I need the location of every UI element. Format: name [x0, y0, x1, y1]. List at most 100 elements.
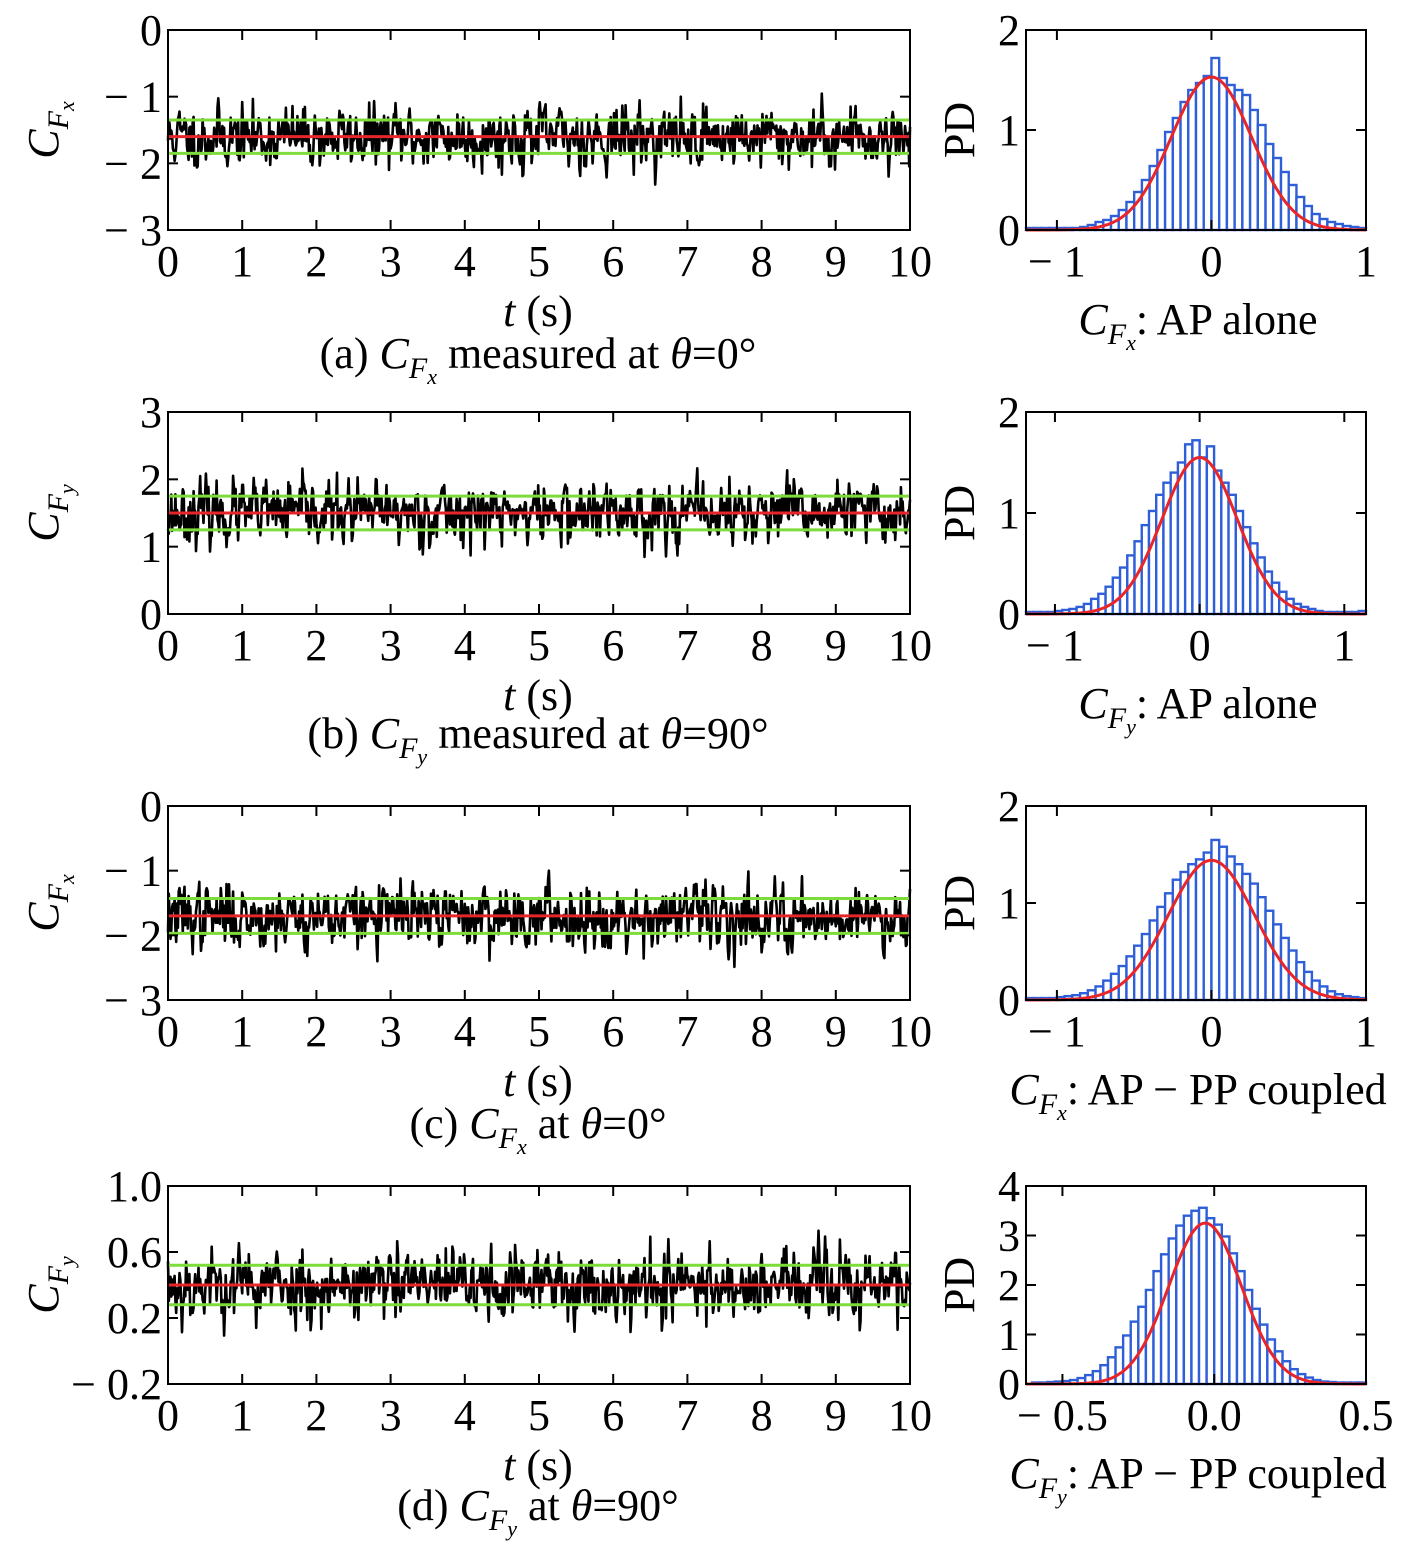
y-axis-label: CFx — [19, 101, 79, 159]
x-tick-label: 9 — [825, 237, 847, 286]
x-axis-label: CFx: AP alone — [1078, 295, 1317, 355]
y-axis-label: CFy — [19, 484, 79, 542]
x-tick-label: 1 — [1355, 1007, 1377, 1056]
x-tick-label: 1 — [231, 237, 253, 286]
y-axis-label: PD — [935, 875, 984, 931]
y-tick-label: 3 — [998, 1212, 1020, 1261]
x-tick-label: 5 — [528, 621, 550, 670]
x-axis-label: CFx: AP − PP coupled — [1009, 1065, 1386, 1125]
x-tick-label: − 1 — [1028, 237, 1086, 286]
x-tick-label: 6 — [602, 621, 624, 670]
y-tick-label: 0 — [998, 1360, 1020, 1409]
x-tick-label: 3 — [380, 237, 402, 286]
y-tick-label: 2 — [140, 455, 162, 504]
x-tick-label: − 0.5 — [1017, 1391, 1108, 1440]
x-tick-label: 4 — [454, 1391, 476, 1440]
x-tick-label: 8 — [751, 1391, 773, 1440]
y-tick-label: 0 — [140, 590, 162, 639]
y-axis-label: CFx — [19, 874, 79, 932]
x-tick-label: 1 — [231, 1007, 253, 1056]
x-tick-label: 4 — [454, 237, 476, 286]
y-tick-label: 1.0 — [107, 1162, 162, 1211]
x-tick-label: 10 — [888, 1007, 932, 1056]
x-tick-label: 1 — [231, 1391, 253, 1440]
x-tick-label: 2 — [305, 1007, 327, 1056]
x-tick-label: 0 — [1200, 237, 1222, 286]
x-tick-label: 7 — [676, 1391, 698, 1440]
y-tick-label: 0.2 — [107, 1294, 162, 1343]
x-tick-label: 10 — [888, 1391, 932, 1440]
x-tick-label: 6 — [602, 1007, 624, 1056]
y-tick-label: 0 — [998, 976, 1020, 1025]
signal-line — [166, 1229, 912, 1337]
y-tick-label: 0 — [998, 206, 1020, 255]
x-tick-label: 7 — [676, 621, 698, 670]
y-axis-label: PD — [935, 1257, 984, 1313]
x-tick-label: 0 — [157, 621, 179, 670]
y-tick-label: 1 — [998, 879, 1020, 928]
x-tick-label: 2 — [305, 237, 327, 286]
y-tick-label: 0 — [140, 782, 162, 831]
x-tick-label: 3 — [380, 1391, 402, 1440]
signal-line — [166, 92, 912, 186]
y-tick-label: − 1 — [104, 847, 162, 896]
x-tick-label: 6 — [602, 1391, 624, 1440]
x-tick-label: 4 — [454, 621, 476, 670]
x-tick-label: 7 — [676, 237, 698, 286]
y-tick-label: − 1 — [104, 73, 162, 122]
x-tick-label: 3 — [380, 1007, 402, 1056]
y-axis-label: PD — [935, 485, 984, 541]
signal-line — [166, 869, 912, 969]
x-tick-label: 7 — [676, 1007, 698, 1056]
y-tick-label: − 3 — [104, 976, 162, 1025]
x-tick-label: 0 — [1200, 1007, 1222, 1056]
y-axis-label: PD — [935, 102, 984, 158]
x-tick-label: 2 — [305, 1391, 327, 1440]
x-tick-label: 10 — [888, 621, 932, 670]
x-tick-label: 9 — [825, 621, 847, 670]
y-tick-label: − 2 — [104, 911, 162, 960]
x-tick-label: 0 — [157, 1391, 179, 1440]
x-axis-label: CFy: AP − PP coupled — [1009, 1449, 1386, 1509]
x-tick-label: 5 — [528, 1007, 550, 1056]
x-tick-label: 8 — [751, 237, 773, 286]
y-tick-label: 0 — [140, 6, 162, 55]
x-tick-label: 0 — [1189, 621, 1211, 670]
x-tick-label: 9 — [825, 1391, 847, 1440]
y-tick-label: 1 — [140, 523, 162, 572]
x-axis-label: t (s) — [503, 287, 573, 336]
timeseries-panel-1: 0 1 2 3 4 5 6 7 8 9 10 0 1 2 3 t (s) CFy — [19, 388, 932, 720]
y-tick-label: 2 — [998, 388, 1020, 437]
fit-curve — [1026, 858, 1367, 1002]
y-tick-label: 0 — [998, 590, 1020, 639]
x-tick-label: 0 — [157, 237, 179, 286]
x-tick-label: 4 — [454, 1007, 476, 1056]
y-axis-label: CFy — [19, 1256, 79, 1314]
x-tick-label: 1 — [1333, 621, 1355, 670]
y-tick-label: 1 — [998, 106, 1020, 155]
panel-caption-3: (d) CFy at θ=90° — [397, 1481, 679, 1541]
x-tick-label: 0.5 — [1339, 1391, 1394, 1440]
y-tick-label: 2 — [998, 6, 1020, 55]
panel-caption-1: (b) CFy measured at θ=90° — [307, 709, 768, 769]
y-tick-label: 3 — [140, 388, 162, 437]
x-tick-label: 0 — [157, 1007, 179, 1056]
y-tick-label: 2 — [998, 782, 1020, 831]
panel-caption-0: (a) CFx measured at θ=0° — [320, 329, 757, 389]
y-tick-label: 2 — [998, 1261, 1020, 1310]
x-axis-label: CFy: AP alone — [1078, 679, 1317, 739]
x-tick-label: 8 — [751, 1007, 773, 1056]
fit-curve — [1026, 455, 1366, 616]
timeseries-panel-0: 0 1 2 3 4 5 6 7 8 9 10 0 − 1 − 2 − 3 t (s) CFx — [19, 6, 932, 336]
x-tick-label: 9 — [825, 1007, 847, 1056]
y-tick-label: − 0.2 — [71, 1360, 162, 1409]
x-axis-label: t (s) — [503, 671, 573, 720]
panel-caption-2: (c) CFx at θ=0° — [409, 1099, 666, 1159]
x-tick-label: − 1 — [1028, 1007, 1086, 1056]
timeseries-panel-3: 0 1 2 3 4 5 6 7 8 9 10 1.0 0.6 0.2 − 0.2 t (s) CFy — [19, 1162, 932, 1490]
x-tick-label: − 1 — [1026, 621, 1084, 670]
